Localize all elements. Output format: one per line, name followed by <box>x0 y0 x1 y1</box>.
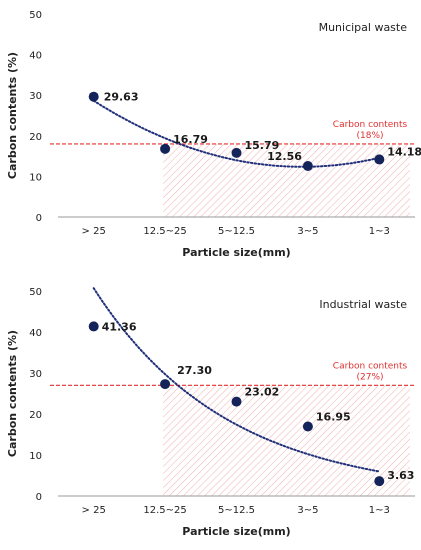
data-label: 27.30 <box>177 364 212 377</box>
data-point <box>302 421 313 432</box>
data-point <box>231 147 242 158</box>
x-tick-labels: > 25 12.5~25 5~12.5 3~5 1~3 <box>82 226 390 237</box>
data-point <box>160 143 171 154</box>
data-label: 16.79 <box>173 133 208 146</box>
x-tick-label: 3~5 <box>297 226 318 237</box>
data-point <box>88 91 99 102</box>
reference-label-line2: (27%) <box>356 372 383 382</box>
y-tick-label: 0 <box>36 213 42 224</box>
hatched-region <box>163 143 410 217</box>
y-tick-labels: 0 10 20 30 40 50 <box>29 287 42 503</box>
x-tick-label: > 25 <box>82 226 106 237</box>
trend-line <box>92 99 381 168</box>
data-label: 16.95 <box>316 411 351 424</box>
hatched-region <box>163 385 410 496</box>
y-tick-label: 40 <box>29 328 42 339</box>
y-tick-label: 0 <box>36 492 42 503</box>
data-point <box>231 396 242 407</box>
x-tick-labels: > 25 12.5~25 5~12.5 3~5 1~3 <box>82 505 390 516</box>
data-point <box>374 476 385 487</box>
y-tick-label: 10 <box>29 172 42 183</box>
y-tick-label: 40 <box>29 51 42 62</box>
reference-label-line2: (18%) <box>356 131 383 141</box>
y-tick-label: 30 <box>29 369 42 380</box>
x-axis-title: Particle size(mm) <box>182 246 290 259</box>
x-tick-label: 5~12.5 <box>218 226 255 237</box>
x-tick-label: 12.5~25 <box>143 226 186 237</box>
y-tick-label: 10 <box>29 451 42 462</box>
y-tick-label: 50 <box>29 287 42 298</box>
y-tick-label: 20 <box>29 132 42 143</box>
chart-title: Municipal waste <box>319 21 408 34</box>
data-point <box>302 161 313 172</box>
data-label: 23.02 <box>245 386 280 399</box>
y-tick-label: 20 <box>29 410 42 421</box>
reference-label-line1: Carbon contents <box>333 361 408 371</box>
x-axis-title: Particle size(mm) <box>182 525 290 538</box>
y-axis-title: Carbon contents (%) <box>6 330 19 457</box>
y-tick-label: 30 <box>29 91 42 102</box>
chart-panel-industrial: 0 10 20 30 40 50 > 25 12.5~25 5~12.5 3~5 1~3 41.3… <box>6 287 415 538</box>
y-axis-title: Carbon contents (%) <box>6 52 19 179</box>
data-label: 15.79 <box>245 139 280 152</box>
data-points <box>88 321 385 487</box>
x-tick-label: 5~12.5 <box>218 505 255 516</box>
x-tick-label: 12.5~25 <box>143 505 186 516</box>
trend-line <box>92 287 381 473</box>
x-tick-label: 3~5 <box>297 505 318 516</box>
reference-label-line1: Carbon contents <box>333 120 408 130</box>
data-label: 41.36 <box>102 320 137 333</box>
chart-panel-municipal: 0 10 20 30 40 50 > 25 12.5~25 5~12.5 3~5 1~3 29.6… <box>6 10 421 259</box>
data-point <box>160 379 171 390</box>
data-labels: 41.36 27.30 23.02 16.95 3.63 <box>102 320 415 482</box>
x-tick-label: 1~3 <box>369 226 390 237</box>
chart-title: Industrial waste <box>319 298 407 311</box>
data-point <box>88 321 99 332</box>
x-tick-label: 1~3 <box>369 505 390 516</box>
data-label: 12.56 <box>267 150 302 163</box>
data-label: 3.63 <box>387 469 414 482</box>
x-tick-label: > 25 <box>82 505 106 516</box>
data-label: 14.18 <box>387 145 421 158</box>
y-tick-label: 50 <box>29 10 42 21</box>
y-tick-labels: 0 10 20 30 40 50 <box>29 10 42 224</box>
data-label: 29.63 <box>104 91 139 104</box>
data-point <box>374 154 385 165</box>
data-points <box>88 91 385 172</box>
